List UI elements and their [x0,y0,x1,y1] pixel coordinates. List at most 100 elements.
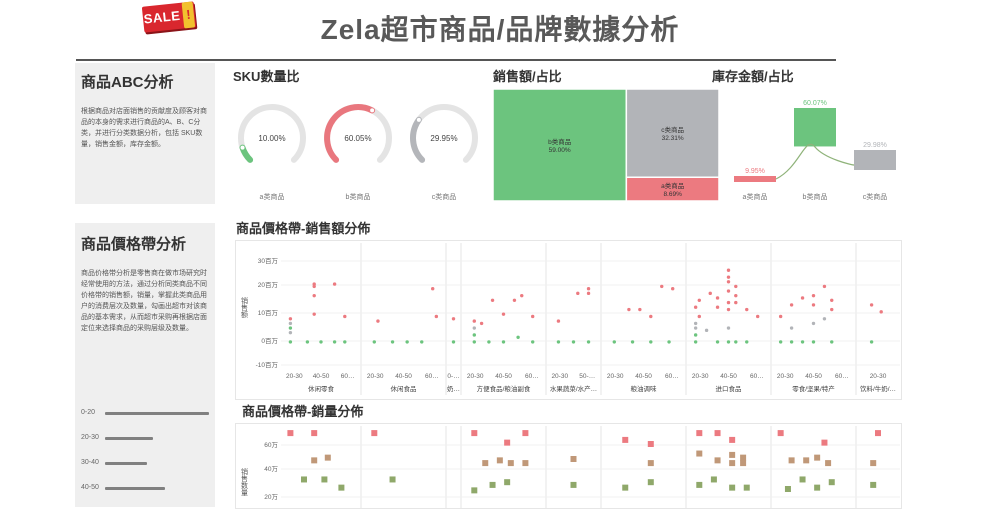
scatter-point [729,460,736,467]
scatter-point [870,481,877,488]
x-category-label: 休闲食品 [391,384,417,393]
scatter-point [714,430,721,437]
scatter-point [696,481,703,488]
sales-scatter-title: 商品價格帶-銷售額分佈 [236,221,371,236]
scatter-point [301,476,307,483]
y-tick-label: -10百万 [256,361,279,369]
x-subcategory-tick: 20-30 [551,373,568,380]
price-range-label: 0-20 [81,409,96,416]
price-range-bar [105,487,166,490]
scatter-point [531,340,535,344]
scatter-point [697,314,701,319]
gauge-value-label: 29.95% [430,134,457,143]
scatter-point [708,291,712,296]
price-range-row: 30-40 [81,458,213,472]
gauge-value-arc [324,104,376,163]
price-range-bar [105,412,209,415]
scatter-point [622,436,629,443]
y-tick-label: 60万 [264,441,278,449]
scatter-point [821,439,828,446]
scatter-point [507,460,514,467]
x-subcategory-tick: 60… [525,373,539,380]
x-category-label: 饮料/牛奶/… [860,384,896,393]
scatter-point [667,340,671,344]
y-tick-label: 0百万 [261,337,278,345]
scatter-point [571,340,576,344]
scatter-point [288,326,293,330]
scatter-point [496,457,503,464]
scatter-point [777,430,784,437]
abc-panel-title: 商品ABC分析 [81,74,174,91]
x-category-label: 奶… [447,384,460,393]
x-subcategory-tick: 20-30 [777,373,794,380]
scatter-point [811,321,816,326]
scatter-point [869,303,874,307]
y-tick-label: 30百万 [258,257,279,265]
scatter-point [789,303,794,307]
price-range-row: 20-30 [81,433,213,447]
scatter-point [825,460,832,467]
inventory-bar-category: c类商品 [863,192,888,201]
treemap-cell-name: b类商品 [548,137,571,146]
scatter-point [390,340,395,344]
scatter-point [745,307,749,312]
scatter-point [726,307,731,312]
scatter-point [343,314,347,319]
scatter-point [612,340,616,344]
scatter-point [784,486,791,492]
abc-panel-description: 根据商品对店面销售的贡献度及顾客对商品的本身的需求进行商品的A、B、C分类，并进… [81,108,207,148]
scatter-point [338,484,345,491]
x-subcategory-tick: 60… [425,373,439,380]
x-category-label: 水果蔬菜/水产… [550,384,597,393]
scatter-point [710,476,717,483]
y-tick-label: 20万 [264,493,278,501]
scatter-point [638,307,642,312]
scatter-point [343,340,347,344]
scatter-point [811,340,816,344]
scatter-point [734,284,738,289]
scatter-point [622,484,629,491]
scatter-point [714,457,721,464]
scatter-point [451,317,456,321]
scatter-point [332,282,337,286]
scatter-point [522,460,529,467]
y-axis-label: 销售数量 [241,467,249,496]
scatter-point [405,340,409,344]
scatter-point [371,430,378,437]
scatter-point [789,326,794,330]
inventory-bar-value: 60.07% [803,100,827,107]
scatter-point [647,479,654,486]
scatter-point [311,457,318,464]
gauge-knob [370,108,375,113]
scatter-point [729,451,736,458]
y-tick-label: 10百万 [258,309,279,317]
inventory-trend-line [775,143,855,180]
scatter-point [693,305,698,309]
scatter-point [828,479,835,486]
scatter-point [811,293,816,298]
scatter-point [778,314,783,319]
scatter-point [504,439,511,446]
treemap-cell-value: 8.69% [663,191,682,198]
scatter-point [649,314,653,319]
sku-section-title: SKU數量比 [233,69,300,84]
scatter-point [332,340,337,344]
inventory-bar-category: a类商品 [743,192,768,201]
scatter-point [726,275,731,279]
x-subcategory-tick: 40-50 [720,373,737,380]
scatter-point [693,333,698,337]
scatter-point [504,479,511,486]
scatter-point [501,340,506,344]
scatter-point [811,303,816,307]
x-subcategory-tick: 40-50 [395,373,412,380]
scatter-point [522,430,529,437]
scatter-point [312,312,316,316]
scatter-point [389,476,396,483]
x-subcategory-tick: 20-30 [467,373,484,380]
scatter-point [472,340,476,344]
sales-scatter-chart: 销售额 30百万 20百万 10百万 0百万 -10百万 20-30 40-50 60… 休闲零食… [235,240,902,400]
gauge-knob [240,145,245,150]
scatter-point [734,340,738,344]
scatter-point [726,289,731,293]
scatter-point [745,340,749,344]
